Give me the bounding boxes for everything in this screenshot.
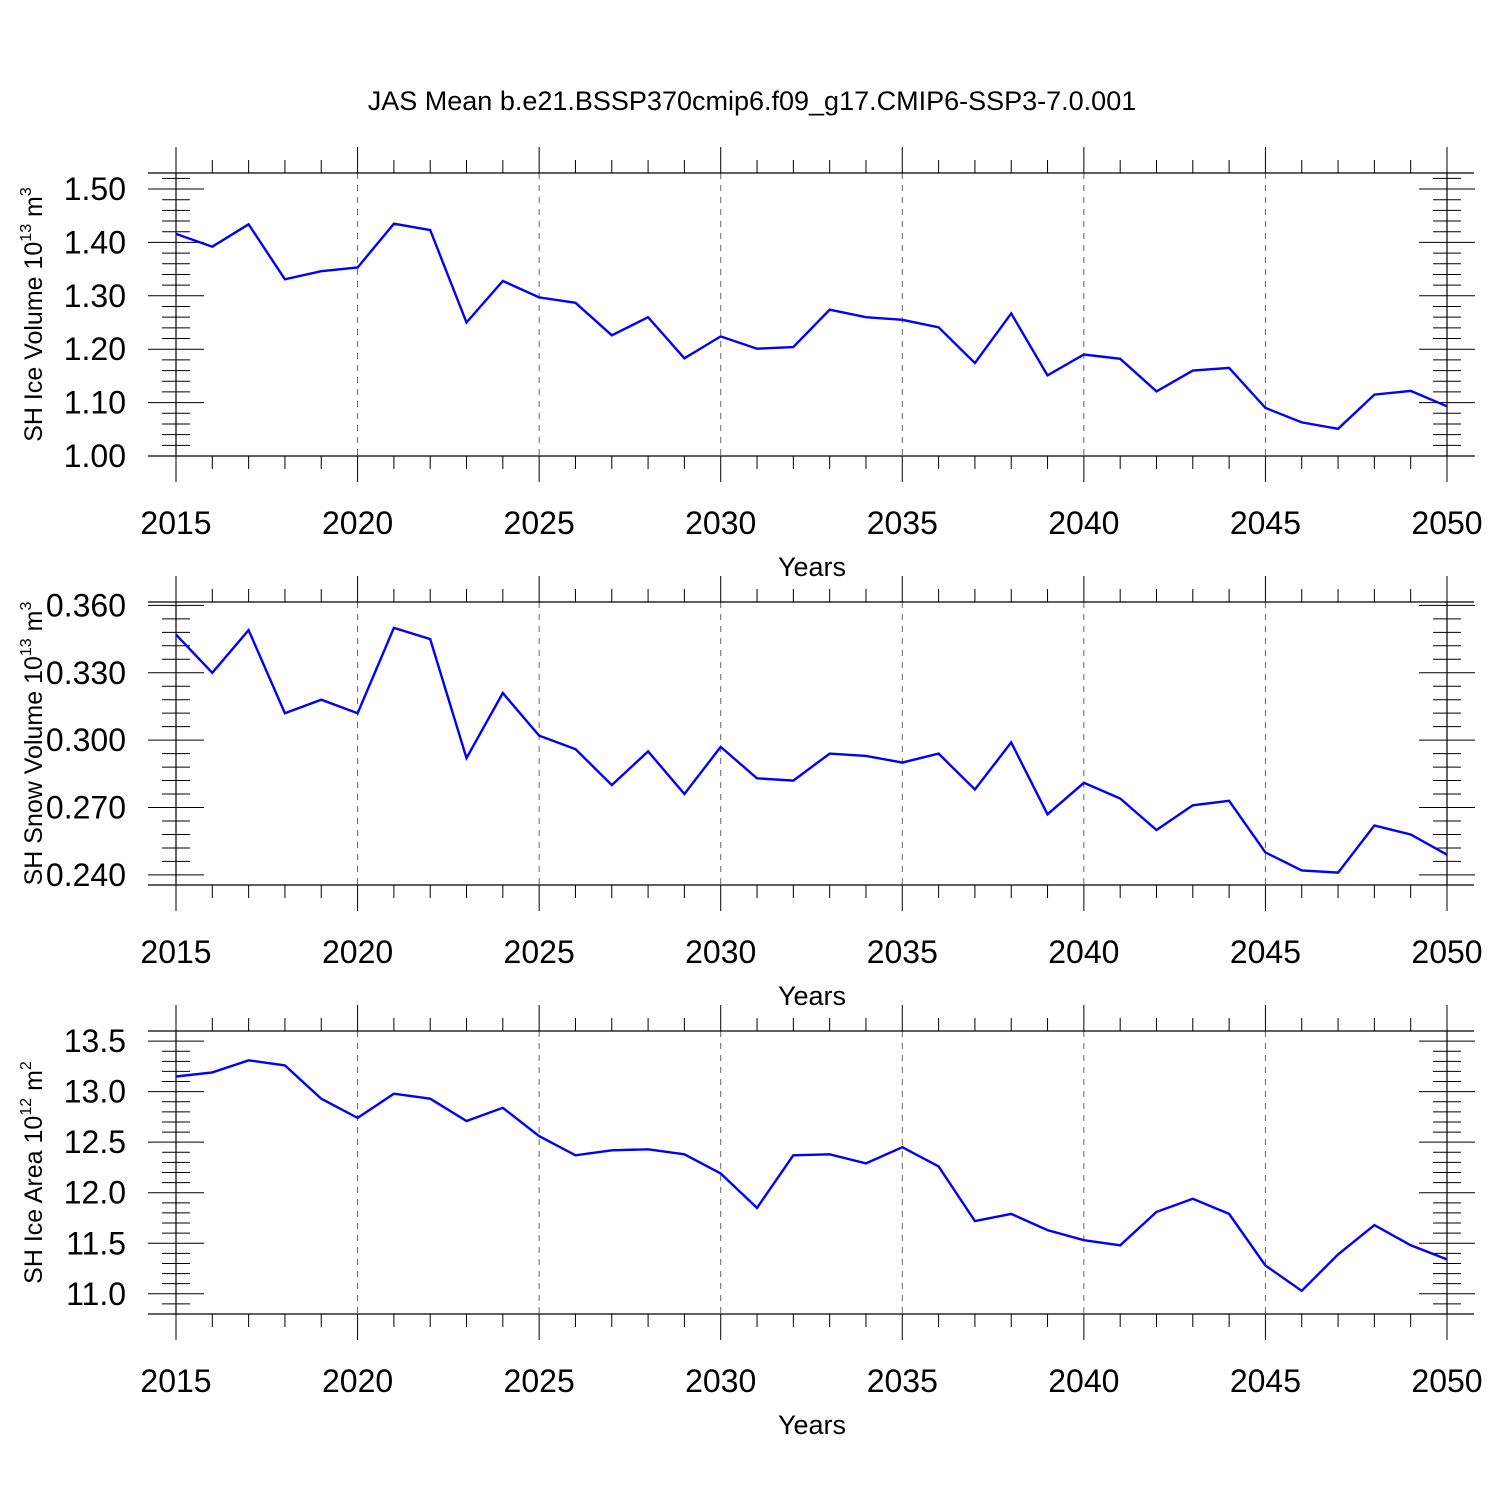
x-tick-label: 2025 [504,505,575,541]
y-tick-label: 0.300 [46,722,126,758]
x-tick-label: 2030 [685,505,756,541]
y-tick-label: 12.5 [64,1124,126,1160]
x-tick-label: 2035 [867,505,938,541]
y-tick-label: 0.330 [46,655,126,691]
y-axis-label: SH Ice Area 1012 m2 [18,1061,48,1284]
x-tick-label: 2015 [140,934,211,970]
panel-2: 2015 2020 2025 2030 2035 2040 2045 2050 0.240 0.2… [18,576,1483,1011]
x-tick-label: 2020 [322,1363,393,1399]
series-line [175,222,1448,431]
x-tick-label: 2030 [685,1363,756,1399]
panels: 2015 2020 2025 2030 2035 2040 2045 2050 1.00 1.10… [18,147,1483,1440]
x-axis-label: Years [778,981,846,1011]
y-tick-label: 1.40 [64,224,126,260]
y-tick-label: 12.0 [64,1175,126,1211]
y-tick-label: 1.50 [64,171,126,207]
x-tick-label: 2025 [504,1363,575,1399]
x-tick-label: 2025 [504,934,575,970]
x-tick-label: 2020 [322,934,393,970]
y-tick-label: 1.00 [64,438,126,474]
y-tick-label: 13.0 [64,1074,126,1110]
figure-title: JAS Mean b.e21.BSSP370cmip6.f09_g17.CMIP… [368,86,1136,116]
x-tick-label: 2040 [1048,934,1119,970]
y-axis-label: SH Ice Volume 1013 m3 [18,187,48,442]
x-tick-label: 2050 [1411,934,1482,970]
y-tick-label: 1.20 [64,331,126,367]
x-tick-label: 2050 [1411,1363,1482,1399]
x-tick-label: 2045 [1230,505,1301,541]
x-tick-label: 2045 [1230,934,1301,970]
y-tick-label: 1.30 [64,278,126,314]
x-tick-label: 2050 [1411,505,1482,541]
y-tick-label: 11.0 [66,1276,126,1312]
x-tick-label: 2015 [140,505,211,541]
x-tick-label: 2030 [685,934,756,970]
x-axis-label: Years [778,1410,846,1440]
panel-3: 2015 2020 2025 2030 2035 2040 2045 2050 11.0 11.5… [18,1005,1483,1440]
x-tick-label: 2015 [140,1363,211,1399]
y-tick-label: 0.240 [46,857,126,893]
x-tick-label: 2020 [322,505,393,541]
x-tick-label: 2040 [1048,505,1119,541]
x-tick-label: 2045 [1230,1363,1301,1399]
series-line [175,1059,1448,1293]
y-tick-label: 0.270 [46,790,126,826]
x-tick-label: 2035 [867,934,938,970]
series-line [175,626,1448,874]
y-tick-label: 13.5 [64,1023,126,1059]
y-tick-label: 0.360 [46,587,126,623]
x-tick-label: 2035 [867,1363,938,1399]
x-tick-label: 2040 [1048,1363,1119,1399]
y-axis-label: SH Snow Volume 1013 m3 [18,602,48,886]
panel-1: 2015 2020 2025 2030 2035 2040 2045 2050 1.00 1.10… [18,147,1483,582]
y-tick-label: 1.10 [64,385,126,421]
y-tick-label: 11.5 [66,1225,126,1261]
x-axis-label: Years [778,552,846,582]
